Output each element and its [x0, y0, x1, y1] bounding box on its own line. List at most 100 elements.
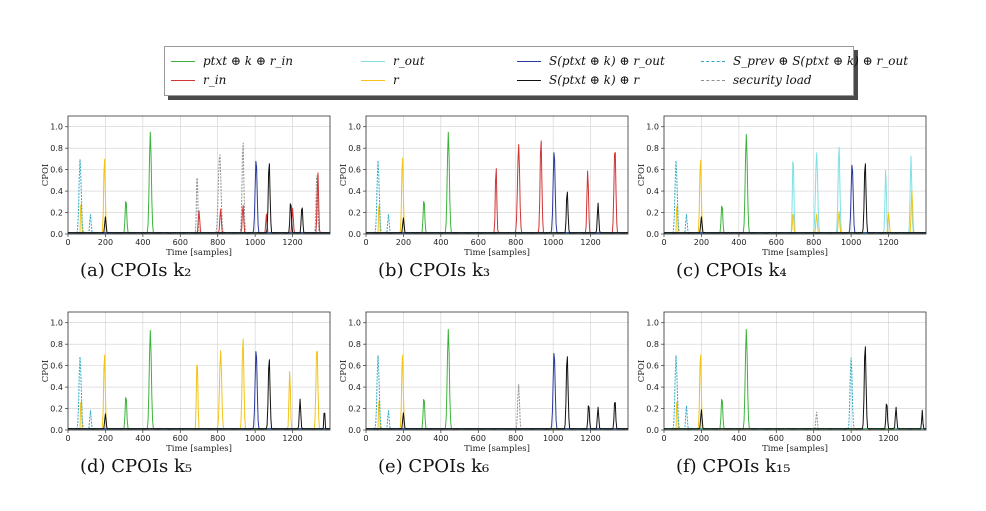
y-tick-label: 1.0: [646, 319, 659, 328]
x-tick-label: 800: [210, 434, 225, 443]
chart-panel-3: 0.0 0.2 0.4 0.6 0.8 1.0 0 200 400 600 800 1000 1200 T…: [634, 110, 934, 310]
y-tick-label: 0.2: [348, 209, 361, 218]
chart-panel-1: 0.0 0.2 0.4 0.6 0.8 1.0 0 200 400 600 800 1000 1200 T…: [38, 110, 338, 310]
x-tick-label: 600: [769, 238, 784, 247]
series-line-S_r: [67, 359, 331, 430]
legend-label: r_in: [203, 73, 227, 87]
plot-frame: [663, 311, 927, 431]
series-line-rout: [664, 146, 927, 234]
chart-svg: 0.0 0.2 0.4 0.6 0.8 1.0 0 200 400 600 800 1000 1200 T…: [339, 115, 629, 258]
x-tick-label: 0: [661, 434, 666, 443]
x-tick-label: 800: [508, 238, 523, 247]
series-line-r: [663, 354, 927, 430]
x-tick-label: 1200: [580, 238, 600, 247]
figure-legend: ptxt ⊕ k ⊕ r_in r_in r_out r S(ptxt ⊕ k) ⊕ r…: [164, 46, 908, 96]
y-tick-label: 0.0: [646, 230, 659, 239]
y-tick-label: 0.4: [646, 383, 659, 392]
legend-swatch: [517, 60, 541, 62]
x-tick-label: 400: [731, 434, 746, 443]
x-tick-label: 1000: [543, 238, 563, 247]
legend-swatch: [171, 60, 195, 62]
x-tick-label: 1200: [878, 434, 898, 443]
y-tick-label: 1.0: [348, 319, 361, 328]
y-tick-label: 0.4: [646, 187, 659, 196]
subfigure-caption: (a) CPOIs k₂: [80, 260, 192, 281]
legend-swatch: [361, 79, 385, 81]
plot-frame: [67, 115, 331, 235]
x-tick-label: 800: [806, 434, 821, 443]
x-axis-label: Time [samples]: [166, 248, 232, 258]
x-tick-label: 600: [471, 434, 486, 443]
x-tick-label: 400: [135, 434, 150, 443]
y-tick-label: 0.0: [646, 426, 659, 435]
x-tick-label: 400: [433, 238, 448, 247]
y-tick-label: 0.0: [348, 426, 361, 435]
x-tick-label: 200: [396, 434, 411, 443]
legend-swatch: [701, 60, 725, 62]
y-tick-label: 0.0: [50, 426, 63, 435]
subfigure-caption: (b) CPOIs k₃: [378, 260, 491, 281]
y-tick-label: 0.6: [50, 362, 63, 371]
series-line-S_r: [663, 346, 927, 430]
legend-label: S(ptxt ⊕ k) ⊕ r: [549, 73, 640, 87]
legend-item-r: r: [361, 72, 399, 88]
series-line-S_r: [365, 191, 629, 234]
y-axis-label: CPOI: [41, 164, 51, 187]
x-tick-label: 800: [210, 238, 225, 247]
y-tick-label: 0.6: [646, 362, 659, 371]
x-tick-label: 1000: [841, 238, 861, 247]
series-line-rin: [365, 140, 629, 234]
x-tick-label: 1000: [245, 238, 265, 247]
y-tick-label: 0.4: [348, 383, 361, 392]
y-tick-label: 0.8: [50, 340, 63, 349]
y-tick-label: 0.8: [50, 144, 63, 153]
legend-swatch: [361, 60, 385, 62]
y-tick-label: 0.4: [50, 383, 63, 392]
chart-panel-2: 0.0 0.2 0.4 0.6 0.8 1.0 0 200 400 600 800 1000 1200 T…: [336, 110, 636, 310]
chart-svg: 0.0 0.2 0.4 0.6 0.8 1.0 0 200 400 600 800 1000 1200 T…: [41, 115, 331, 258]
y-tick-label: 0.2: [50, 209, 63, 218]
y-tick-label: 0.4: [348, 187, 361, 196]
y-axis-label: CPOI: [637, 360, 647, 383]
y-tick-label: 0.8: [646, 144, 659, 153]
x-tick-label: 1200: [282, 434, 302, 443]
series-line-ptxt_k_rin: [67, 131, 331, 234]
y-tick-label: 0.2: [50, 405, 63, 414]
legend-item-S_rout: S(ptxt ⊕ k) ⊕ r_out: [517, 53, 665, 69]
subfigure-caption: (f) CPOIs k₁₅: [676, 456, 791, 477]
y-axis-label: CPOI: [637, 164, 647, 187]
legend-label: r: [393, 73, 399, 87]
chart-panel-6: 0.0 0.2 0.4 0.6 0.8 1.0 0 200 400 600 800 1000 1200 T…: [634, 306, 934, 506]
y-tick-label: 0.6: [646, 166, 659, 175]
legend-swatch: [171, 79, 195, 81]
series-line-Sprev: [663, 355, 927, 430]
x-tick-label: 1000: [245, 434, 265, 443]
series-line-r: [365, 354, 629, 430]
y-tick-label: 1.0: [646, 123, 659, 132]
x-tick-label: 600: [769, 434, 784, 443]
x-tick-label: 1200: [282, 238, 302, 247]
series-line-rin: [67, 172, 331, 234]
legend-label: ptxt ⊕ k ⊕ r_in: [203, 54, 294, 68]
y-tick-label: 0.6: [348, 166, 361, 175]
x-tick-label: 0: [363, 434, 368, 443]
legend-item-S_r: S(ptxt ⊕ k) ⊕ r: [517, 72, 639, 88]
subfigure-caption: (c) CPOIs k₄: [676, 260, 787, 281]
x-tick-label: 1000: [841, 434, 861, 443]
y-tick-label: 1.0: [50, 319, 63, 328]
y-tick-label: 0.2: [646, 405, 659, 414]
x-tick-label: 800: [508, 434, 523, 443]
subfigure-caption: (e) CPOIs k₆: [378, 456, 490, 477]
series-line-S_rout: [67, 160, 331, 234]
series-line-S_r: [365, 356, 629, 430]
x-tick-label: 600: [471, 238, 486, 247]
series-line-secload: [67, 142, 331, 234]
y-tick-label: 0.6: [50, 166, 63, 175]
y-tick-label: 0.2: [348, 405, 361, 414]
chart-svg: 0.0 0.2 0.4 0.6 0.8 1.0 0 200 400 600 800 1000 1200 T…: [41, 311, 331, 454]
x-tick-label: 0: [363, 238, 368, 247]
x-axis-label: Time [samples]: [166, 444, 232, 454]
legend-label: S_prev ⊕ S(ptxt ⊕ k) ⊕ r_out: [733, 54, 909, 68]
y-tick-label: 0.0: [348, 230, 361, 239]
y-tick-label: 0.0: [50, 230, 63, 239]
